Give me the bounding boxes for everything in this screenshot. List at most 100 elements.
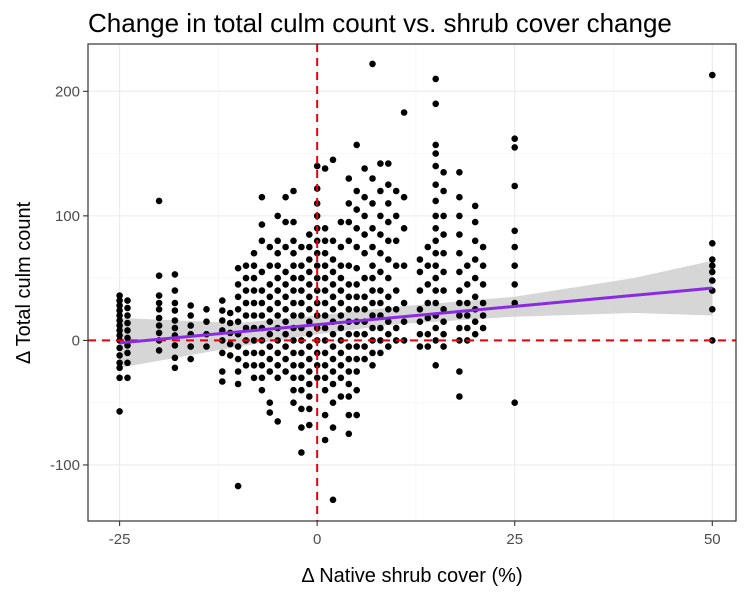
data-point bbox=[456, 287, 463, 294]
data-point bbox=[424, 299, 432, 307]
data-point bbox=[424, 243, 432, 251]
data-point bbox=[432, 162, 440, 170]
data-point bbox=[306, 256, 313, 263]
data-point bbox=[432, 362, 440, 369]
data-point bbox=[124, 334, 131, 342]
data-point bbox=[353, 187, 361, 195]
data-point bbox=[329, 306, 337, 313]
data-point bbox=[266, 409, 274, 416]
data-point bbox=[155, 322, 163, 329]
data-point bbox=[432, 337, 440, 344]
data-point bbox=[258, 268, 266, 276]
data-point bbox=[353, 243, 361, 251]
data-point bbox=[369, 262, 376, 270]
data-point bbox=[361, 231, 368, 238]
data-point bbox=[385, 330, 392, 338]
data-point bbox=[377, 324, 384, 332]
data-point bbox=[392, 306, 400, 313]
plot-frame bbox=[87, 43, 737, 522]
data-point bbox=[456, 368, 463, 375]
data-point bbox=[298, 312, 305, 319]
data-point bbox=[337, 393, 345, 400]
data-point bbox=[298, 262, 305, 270]
data-point bbox=[345, 330, 353, 338]
data-point bbox=[440, 268, 447, 276]
data-point bbox=[456, 299, 463, 307]
data-point bbox=[345, 306, 353, 313]
data-point bbox=[329, 496, 337, 504]
data-point bbox=[456, 268, 463, 276]
data-point bbox=[226, 340, 234, 348]
data-point bbox=[709, 240, 716, 247]
data-point bbox=[290, 187, 297, 195]
data-point bbox=[282, 243, 289, 251]
data-point bbox=[290, 299, 297, 307]
data-point bbox=[345, 368, 353, 375]
data-point bbox=[203, 318, 210, 326]
data-point bbox=[250, 312, 258, 319]
data-point bbox=[329, 368, 337, 375]
data-point bbox=[440, 187, 447, 195]
data-point bbox=[250, 287, 258, 294]
data-point bbox=[313, 274, 321, 282]
data-point bbox=[345, 380, 353, 388]
data-point bbox=[282, 268, 289, 276]
data-point bbox=[471, 237, 479, 245]
y-tick-label: -100 bbox=[50, 457, 80, 474]
data-point bbox=[298, 386, 305, 394]
data-point bbox=[471, 218, 479, 226]
data-point bbox=[242, 362, 250, 369]
data-point bbox=[456, 169, 463, 176]
y-tick-label: 0 bbox=[72, 332, 80, 349]
data-point bbox=[282, 368, 289, 375]
data-point bbox=[337, 312, 345, 319]
data-point bbox=[124, 297, 131, 304]
data-point bbox=[298, 287, 305, 294]
data-point bbox=[171, 324, 179, 332]
data-point bbox=[321, 349, 329, 357]
data-point bbox=[116, 317, 123, 324]
data-point bbox=[290, 386, 297, 394]
data-point bbox=[321, 262, 329, 270]
data-point bbox=[306, 281, 313, 288]
data-point bbox=[250, 362, 258, 369]
data-point bbox=[377, 231, 384, 238]
data-point bbox=[274, 287, 282, 294]
x-tick-label: 50 bbox=[704, 531, 721, 548]
data-point bbox=[321, 287, 329, 294]
data-point bbox=[124, 319, 131, 327]
data-point bbox=[329, 355, 337, 363]
data-point bbox=[306, 231, 313, 238]
data-point bbox=[290, 274, 297, 282]
data-point bbox=[242, 312, 250, 319]
data-point bbox=[511, 243, 518, 251]
data-point bbox=[377, 187, 384, 195]
data-point bbox=[306, 318, 313, 326]
data-point bbox=[424, 281, 432, 288]
data-point bbox=[377, 299, 384, 307]
data-point bbox=[321, 386, 329, 394]
data-point bbox=[479, 312, 487, 319]
data-point bbox=[392, 212, 400, 220]
data-point bbox=[440, 343, 447, 350]
data-point bbox=[337, 374, 345, 382]
data-point bbox=[479, 299, 487, 307]
data-point bbox=[345, 411, 353, 419]
data-point bbox=[440, 169, 447, 176]
data-point bbox=[329, 424, 337, 431]
data-point bbox=[353, 330, 361, 338]
data-point bbox=[471, 202, 479, 210]
data-point bbox=[361, 355, 368, 363]
data-point bbox=[345, 430, 353, 438]
data-point bbox=[432, 237, 440, 245]
data-point bbox=[313, 249, 321, 257]
data-point bbox=[369, 274, 376, 282]
data-point bbox=[203, 343, 210, 350]
data-point bbox=[361, 212, 368, 220]
data-point bbox=[353, 368, 361, 375]
axis-ticks: -25 0 25 50 -100 0 100 200 bbox=[50, 83, 721, 548]
data-point bbox=[361, 343, 368, 350]
data-point bbox=[282, 343, 289, 350]
data-point bbox=[274, 312, 282, 319]
data-point bbox=[274, 362, 282, 369]
